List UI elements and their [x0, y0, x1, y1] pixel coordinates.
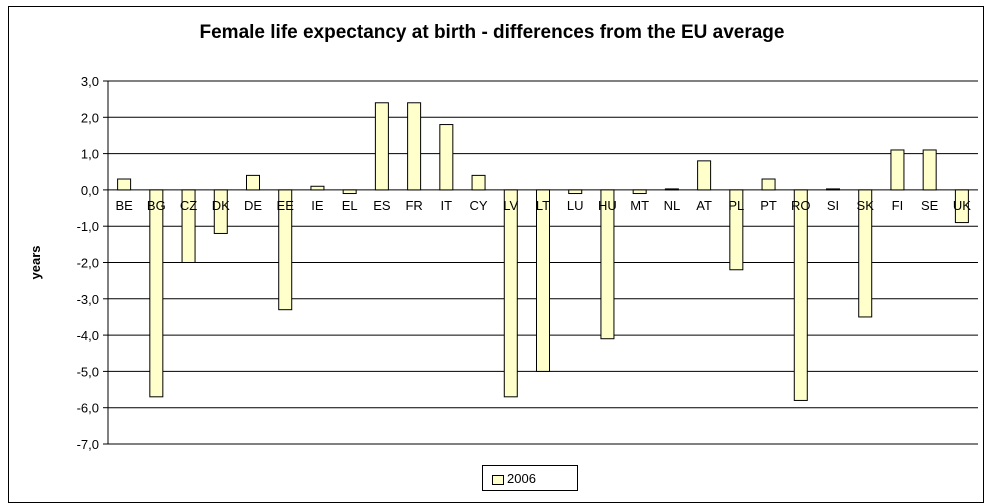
- x-tick-label: CY: [470, 198, 488, 213]
- x-tick-label: LU: [567, 198, 584, 213]
- bar-de: [246, 174, 260, 191]
- x-tick-label: NL: [664, 198, 681, 213]
- x-tick-label: DK: [212, 198, 230, 213]
- bar-nl: [664, 188, 679, 191]
- x-tick-label: FI: [892, 198, 904, 213]
- bar-ie: [310, 185, 325, 191]
- bar-el: [342, 189, 357, 195]
- x-tick-label: IE: [311, 198, 324, 213]
- x-tick-label: EL: [342, 198, 358, 213]
- x-tick-label: SE: [921, 198, 939, 213]
- legend: 2006: [482, 465, 578, 491]
- x-tick-label: MT: [630, 198, 649, 213]
- x-tick-label: HU: [598, 198, 617, 213]
- chart-frame: [8, 6, 984, 503]
- bar-lv: [503, 189, 518, 398]
- x-tick-label: RO: [791, 198, 811, 213]
- y-tick-label: 1,0: [81, 147, 99, 162]
- bar-se: [922, 149, 937, 191]
- y-tick-label: -6,0: [77, 401, 99, 416]
- x-tick-label: AT: [696, 198, 712, 213]
- x-tick-label: UK: [953, 198, 971, 213]
- x-tick-label: DE: [244, 198, 262, 213]
- y-tick-label: 0,0: [81, 183, 99, 198]
- bar-be: [117, 178, 132, 191]
- bar-pl: [729, 189, 744, 271]
- x-tick-label: BG: [147, 198, 166, 213]
- x-tick-label: FR: [405, 198, 422, 213]
- y-tick-label: -3,0: [77, 292, 99, 307]
- x-tick-label: IT: [441, 198, 453, 213]
- x-tick-label: LT: [536, 198, 550, 213]
- x-tick-label: ES: [373, 198, 391, 213]
- bar-it: [439, 124, 454, 191]
- y-tick-label: 2,0: [81, 110, 99, 125]
- bar-pt: [761, 178, 776, 191]
- bar-ro: [793, 189, 808, 401]
- y-tick-label: -2,0: [77, 256, 99, 271]
- bar-lu: [568, 189, 583, 195]
- x-tick-label: PL: [728, 198, 744, 213]
- x-tick-label: CZ: [180, 198, 197, 213]
- bar-cz: [181, 189, 196, 263]
- x-tick-label: PT: [760, 198, 777, 213]
- bar-dk: [213, 189, 228, 234]
- x-tick-label: LV: [503, 198, 518, 213]
- y-tick-label: -5,0: [77, 364, 99, 379]
- y-tick-label: -7,0: [77, 437, 99, 452]
- bar-ee: [278, 189, 293, 311]
- x-tick-label: SK: [857, 198, 875, 213]
- bar-fr: [407, 102, 422, 191]
- bar-uk: [954, 189, 969, 224]
- chart-title: Female life expectancy at birth - differ…: [199, 22, 785, 43]
- y-axis-title: years: [28, 246, 43, 280]
- x-tick-label: SI: [827, 198, 839, 213]
- bar-sk: [858, 189, 873, 318]
- bar-bg: [149, 189, 164, 398]
- x-tick-label: EE: [277, 198, 295, 213]
- bar-fi: [890, 149, 905, 191]
- legend-swatch-2006: [492, 475, 504, 485]
- bar-lt: [536, 189, 550, 372]
- bar-hu: [600, 189, 615, 340]
- y-tick-label: -1,0: [77, 219, 99, 234]
- x-tick-label: BE: [115, 198, 133, 213]
- y-tick-label: 3,0: [81, 74, 99, 89]
- bar-si: [826, 188, 840, 191]
- bar-at: [697, 160, 712, 191]
- bar-chart: 3,0 2,0 1,0 0,0 -1,0 -2,0 -3,0 -4,0 -5,0 -6,0 -7,0…: [28, 74, 978, 452]
- bar-mt: [632, 189, 647, 195]
- y-tick-label: -4,0: [77, 328, 99, 343]
- legend-label: 2006: [507, 471, 536, 486]
- bar-es: [374, 102, 389, 191]
- bar-cy: [471, 174, 486, 191]
